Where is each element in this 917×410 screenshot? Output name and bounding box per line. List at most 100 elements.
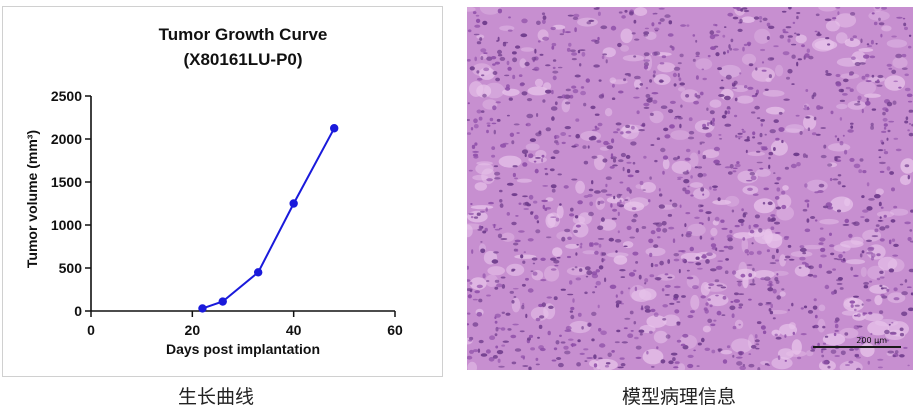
cell-nucleus [687,363,694,369]
cytoplasm-patch [690,294,700,310]
x-tick-label: 0 [87,322,95,338]
cell-nucleus [575,118,580,122]
cytoplasm-patch [609,77,617,84]
cell-nucleus [699,143,703,145]
cell-nucleus [879,276,885,279]
cell-nucleus [497,8,503,14]
cell-nucleus [740,8,744,12]
cell-nucleus [742,363,746,367]
cell-nucleus [493,251,499,254]
cell-nucleus [895,53,903,59]
cell-nucleus [871,12,875,15]
cell-nucleus [556,256,561,259]
cell-nucleus [748,298,752,301]
cell-nucleus [673,253,680,257]
cell-nucleus [571,268,575,271]
cell-nucleus [860,339,865,345]
cell-nucleus [613,195,616,200]
cell-nucleus [704,347,711,351]
cell-nucleus [533,160,537,163]
cell-nucleus [907,364,910,367]
cell-nucleus [673,285,681,289]
cytoplasm-patch [747,151,765,157]
cell-nucleus [761,147,768,151]
cell-nucleus [518,74,523,77]
cell-nucleus [888,323,891,326]
cell-nucleus [481,74,485,77]
cell-nucleus [764,133,767,136]
cell-nucleus [683,179,690,184]
cell-nucleus [601,252,606,256]
cell-nucleus [862,312,868,315]
cell-nucleus [535,357,539,361]
cell-nucleus [515,215,519,217]
cell-nucleus [821,348,827,351]
cell-nucleus [478,339,484,344]
cell-nucleus [535,132,542,137]
cell-nucleus [578,49,586,51]
cell-nucleus [881,7,887,10]
cell-nucleus [721,79,724,82]
cell-nucleus [748,224,751,230]
cytoplasm-patch [662,314,680,327]
cell-nucleus [611,138,615,144]
cell-nucleus [486,129,489,134]
cell-nucleus [643,31,650,35]
cell-nucleus [700,187,705,192]
cytoplasm-patch [771,357,793,370]
cell-nucleus [788,7,792,10]
cell-nucleus [709,30,715,35]
cell-nucleus [662,155,669,160]
cell-nucleus [776,273,779,276]
cell-nucleus [701,337,705,343]
cytoplasm-patch [769,310,788,315]
cell-nucleus [764,363,769,366]
cell-nucleus [579,352,585,355]
cytoplasm-patch [487,266,505,276]
cell-nucleus [470,127,474,131]
cell-nucleus [804,53,810,58]
cell-nucleus [842,134,845,137]
cell-nucleus [908,45,912,49]
cell-nucleus [619,199,622,204]
cell-nucleus [530,270,534,273]
cell-nucleus [791,43,797,46]
cytoplasm-patch [731,338,753,354]
cell-nucleus [697,267,703,270]
cell-nucleus [695,55,700,57]
cell-nucleus [467,132,472,135]
cytoplasm-patch [516,178,532,183]
y-tick-label: 1500 [51,174,82,190]
cytoplasm-patch [474,182,487,191]
cell-nucleus [616,128,620,131]
cell-nucleus [719,86,725,90]
cell-nucleus [845,364,850,366]
cell-nucleus [764,88,769,92]
cell-nucleus [540,257,546,261]
cell-nucleus [889,171,894,175]
cell-nucleus [521,18,528,24]
cell-nucleus [814,219,818,222]
cell-nucleus [495,77,500,82]
cytoplasm-patch [622,54,645,62]
cell-nucleus [712,188,717,191]
cell-nucleus [634,213,638,216]
cell-nucleus [535,363,540,366]
cell-nucleus [625,124,630,128]
cell-nucleus [618,11,623,14]
cell-nucleus [707,318,713,323]
cell-nucleus [853,314,858,317]
cell-nucleus [659,79,664,84]
cell-nucleus [738,218,745,223]
cell-nucleus [733,7,740,10]
cell-nucleus [881,130,887,133]
cell-nucleus [551,359,557,362]
cell-nucleus [615,300,622,305]
cell-nucleus [753,16,760,20]
cell-nucleus [826,206,834,210]
cell-nucleus [488,357,495,362]
cell-nucleus [574,27,577,33]
cell-nucleus [572,16,579,20]
cell-nucleus [858,169,863,174]
cell-nucleus [762,201,766,205]
